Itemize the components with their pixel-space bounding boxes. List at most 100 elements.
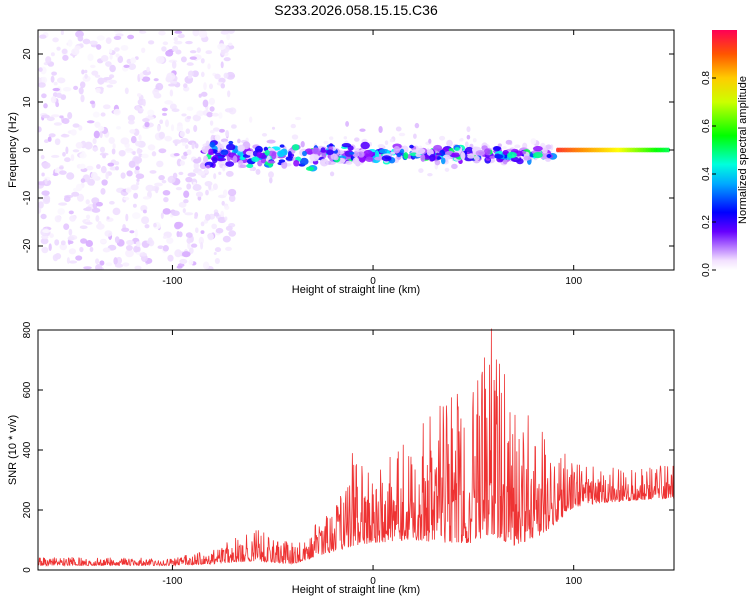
spectrogram-blob-445 (41, 246, 49, 254)
spectrogram-blob-547 (114, 236, 120, 244)
spectrogram-blob-415 (59, 170, 67, 175)
spectrogram-blob-696 (329, 136, 334, 140)
spectrogram-blob-268 (60, 30, 64, 36)
spectrogram-blob-154 (188, 247, 194, 254)
spectrogram-blob-448 (41, 93, 47, 99)
spectrogram-blob-732 (378, 126, 383, 133)
spectrogram-blob-537 (198, 30, 208, 38)
spectrogram-blob-433 (135, 166, 140, 171)
spectrogram-blob-219 (91, 207, 101, 213)
spectrogram-blob-404 (135, 173, 145, 179)
snr-ytick-label-4: 800 (22, 321, 33, 338)
spectrogram-blob-192 (80, 94, 85, 103)
spectrogram-ytick-label-3: 10 (22, 96, 33, 108)
spectrogram-blob-183 (65, 146, 69, 155)
snr-ytick-label-2: 400 (22, 441, 33, 458)
spectrogram-blob-467 (181, 155, 187, 160)
spectrogram-blob-443 (173, 153, 180, 157)
spectrogram-blob-155 (130, 184, 139, 191)
spectrogram-blob-337 (191, 142, 195, 150)
spectrogram-blob-301 (200, 71, 205, 78)
spectrogram-blob-271 (138, 134, 142, 141)
spectrogram-blob-961 (389, 151, 396, 155)
spectrogram-blob-396 (225, 170, 234, 177)
spectrogram-blob-562 (141, 153, 149, 159)
spectrogram-blob-1213 (403, 152, 409, 160)
spectrogram-blob-1048 (396, 152, 402, 158)
spectrogram-blob-557 (139, 72, 144, 80)
spectrogram-blob-510 (135, 241, 141, 247)
spectrogram-blob-418 (134, 140, 141, 147)
spectrogram-blob-1149 (483, 148, 491, 156)
spectrogram-blob-794 (359, 128, 366, 132)
spectrogram-blob-570 (186, 115, 192, 120)
spectrogram-blob-88 (166, 237, 174, 245)
spectrogram-blob-645 (187, 74, 193, 79)
spectrogram-blob-648 (153, 222, 157, 228)
spectrogram-blob-460 (54, 215, 62, 223)
spectrogram-blob-615 (217, 216, 227, 224)
snr-panel: -100 0 100 0 200 400 600 800 Height of straight… (7, 321, 675, 596)
spectrogram-blob-1189 (409, 144, 414, 149)
spectrogram-blob-468 (106, 216, 110, 220)
spectrogram-blob-502 (183, 190, 190, 198)
spectrogram-blob-506 (214, 73, 221, 80)
spectrogram-blob-78 (154, 182, 163, 187)
spectrogram-blob-43 (214, 247, 222, 253)
spectrogram-blob-383 (68, 248, 77, 255)
spectrogram-blob-1203 (473, 155, 480, 161)
spectrogram-blob-556 (128, 120, 135, 125)
spectrogram-blob-561 (225, 129, 230, 138)
snr-xtick-label-1: 0 (370, 576, 376, 587)
spectrogram-blob-471 (109, 54, 113, 60)
spectrogram-blob-297 (172, 139, 182, 145)
spectrogram-blob-641 (44, 178, 48, 185)
spectrogram-blob-143 (94, 258, 100, 265)
spectrogram-blob-295 (89, 64, 96, 69)
spectrogram-blob-96 (205, 189, 209, 196)
snr-series-line (37, 328, 675, 567)
spectrogram-ytick-label-4: 20 (22, 48, 33, 60)
spectrogram-blob-113 (223, 57, 231, 62)
spectrogram-blob-19 (117, 55, 124, 64)
spectrogram-blob-437 (74, 45, 81, 50)
colorbar-tick-label-2: 0.4 (701, 167, 712, 181)
spectrogram-blob-405 (79, 81, 86, 89)
spectrogram-blob-452 (203, 82, 207, 91)
spectrogram-blob-1216 (507, 151, 517, 159)
spectrogram-blob-407 (227, 188, 237, 197)
spectrogram-blob-584 (92, 147, 99, 152)
spectrogram-blob-531 (172, 172, 178, 179)
spectrogram-blob-106 (147, 144, 156, 151)
spectrogram-blob-1 (75, 255, 83, 261)
spectrogram-blob-315 (50, 52, 55, 57)
spectrogram-blob-1058 (341, 143, 352, 148)
spectrogram-blob-331 (220, 61, 224, 69)
spectrogram-blob-371 (175, 187, 182, 191)
spectrogram-blob-1209 (381, 155, 392, 162)
spectrogram-blob-281 (129, 230, 135, 234)
spectrogram-blob-796 (224, 205, 230, 210)
spectrogram-blob-528 (186, 106, 194, 111)
spectrogram-blob-474 (62, 87, 72, 92)
spectrogram-blob-356 (168, 83, 176, 87)
spectrogram-blob-314 (153, 78, 159, 82)
spectrogram-blob-54 (173, 40, 183, 45)
spectrogram-blob-1108 (532, 151, 543, 159)
spectrogram-blob-1151 (232, 155, 238, 164)
spectrogram-blob-1182 (293, 160, 300, 167)
spectrogram-blob-1119 (502, 159, 508, 165)
spectrogram-blob-453 (129, 129, 136, 134)
figure-title: S233.2026.058.15.15.C36 (274, 2, 438, 18)
spectrogram-blob-791 (389, 138, 394, 143)
spectrogram-blob-398 (108, 48, 113, 54)
spectrogram-blob-292 (61, 48, 68, 55)
spectrogram-blob-438 (125, 213, 129, 222)
spectrogram-blob-1210 (494, 154, 504, 159)
spectrogram-blob-272 (158, 174, 165, 181)
spectrogram-blob-62 (198, 236, 204, 245)
spectrogram-blob-619 (155, 86, 159, 90)
spectrogram-blob-642 (167, 254, 174, 262)
spectrogram-blob-1192 (451, 152, 460, 156)
spectrogram-blob-400 (105, 37, 112, 44)
